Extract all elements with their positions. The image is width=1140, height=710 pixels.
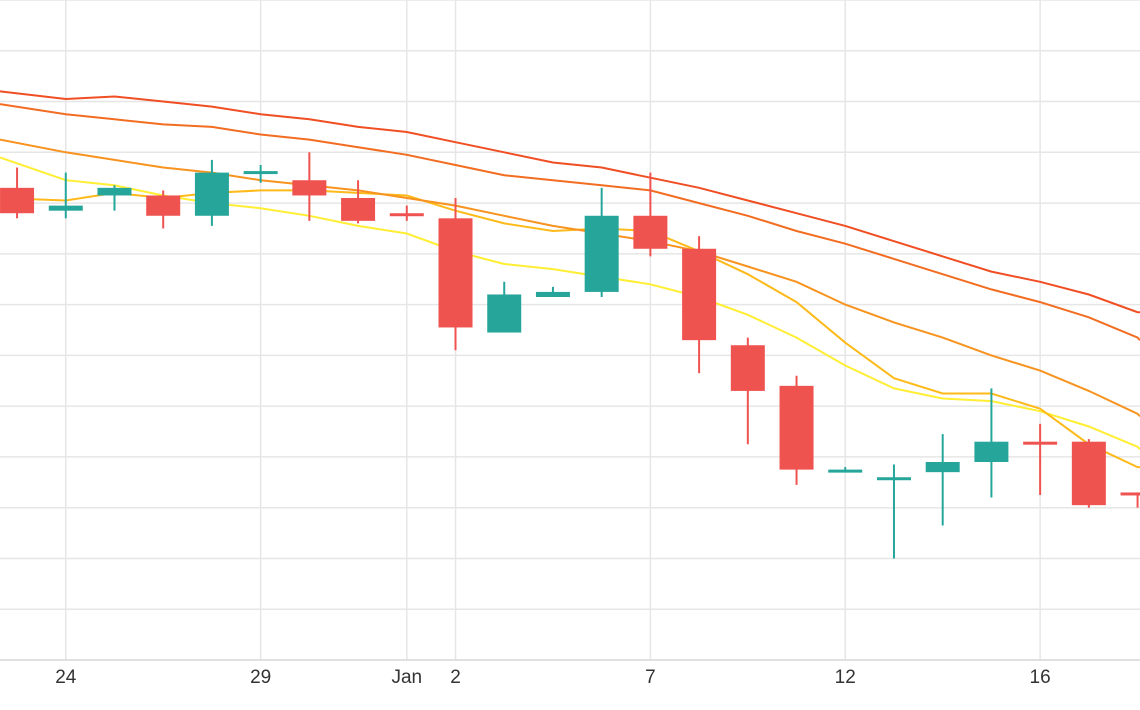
candle-body-down [730,345,765,391]
x-axis: 24 29 Jan 2 7 12 16 [0,659,1140,688]
candle-body-up [97,187,132,196]
candle-body-up [535,291,570,297]
candle-body-up [243,171,278,175]
candle-body-down [1071,441,1106,506]
candle-body-down [389,213,424,217]
x-tick-label: 12 [835,667,856,688]
x-tick-label: 24 [55,667,77,688]
x-tick-label: 16 [1030,667,1051,688]
candle-body-down [0,187,35,214]
candle-body-down [779,385,814,470]
candle-body-up [584,215,619,292]
moving-average-line [0,103,1140,341]
candle-body-up [48,205,83,211]
candle-body-down [341,198,376,221]
candle-body-down [1023,441,1058,445]
candle-body-up [974,441,1009,462]
x-tick-label: 7 [645,667,656,688]
moving-average-line [0,90,1140,314]
candle-body-down [633,215,668,249]
candle-body-down [292,180,327,196]
x-tick-label: Jan [391,667,422,688]
x-tick-label: 29 [250,667,271,688]
candles [0,152,1140,559]
candle-body-up [876,477,911,481]
candle-body-down [438,218,473,328]
grid [0,0,1140,661]
candle-body-up [828,469,863,473]
candle-body-up [925,462,960,473]
x-tick-label: 2 [450,667,461,688]
candle-body-up [487,294,522,333]
candle-body-down [146,195,181,216]
candle-body-down [682,248,717,341]
candle-body-up [194,172,229,216]
candle-body-down [1120,492,1140,496]
